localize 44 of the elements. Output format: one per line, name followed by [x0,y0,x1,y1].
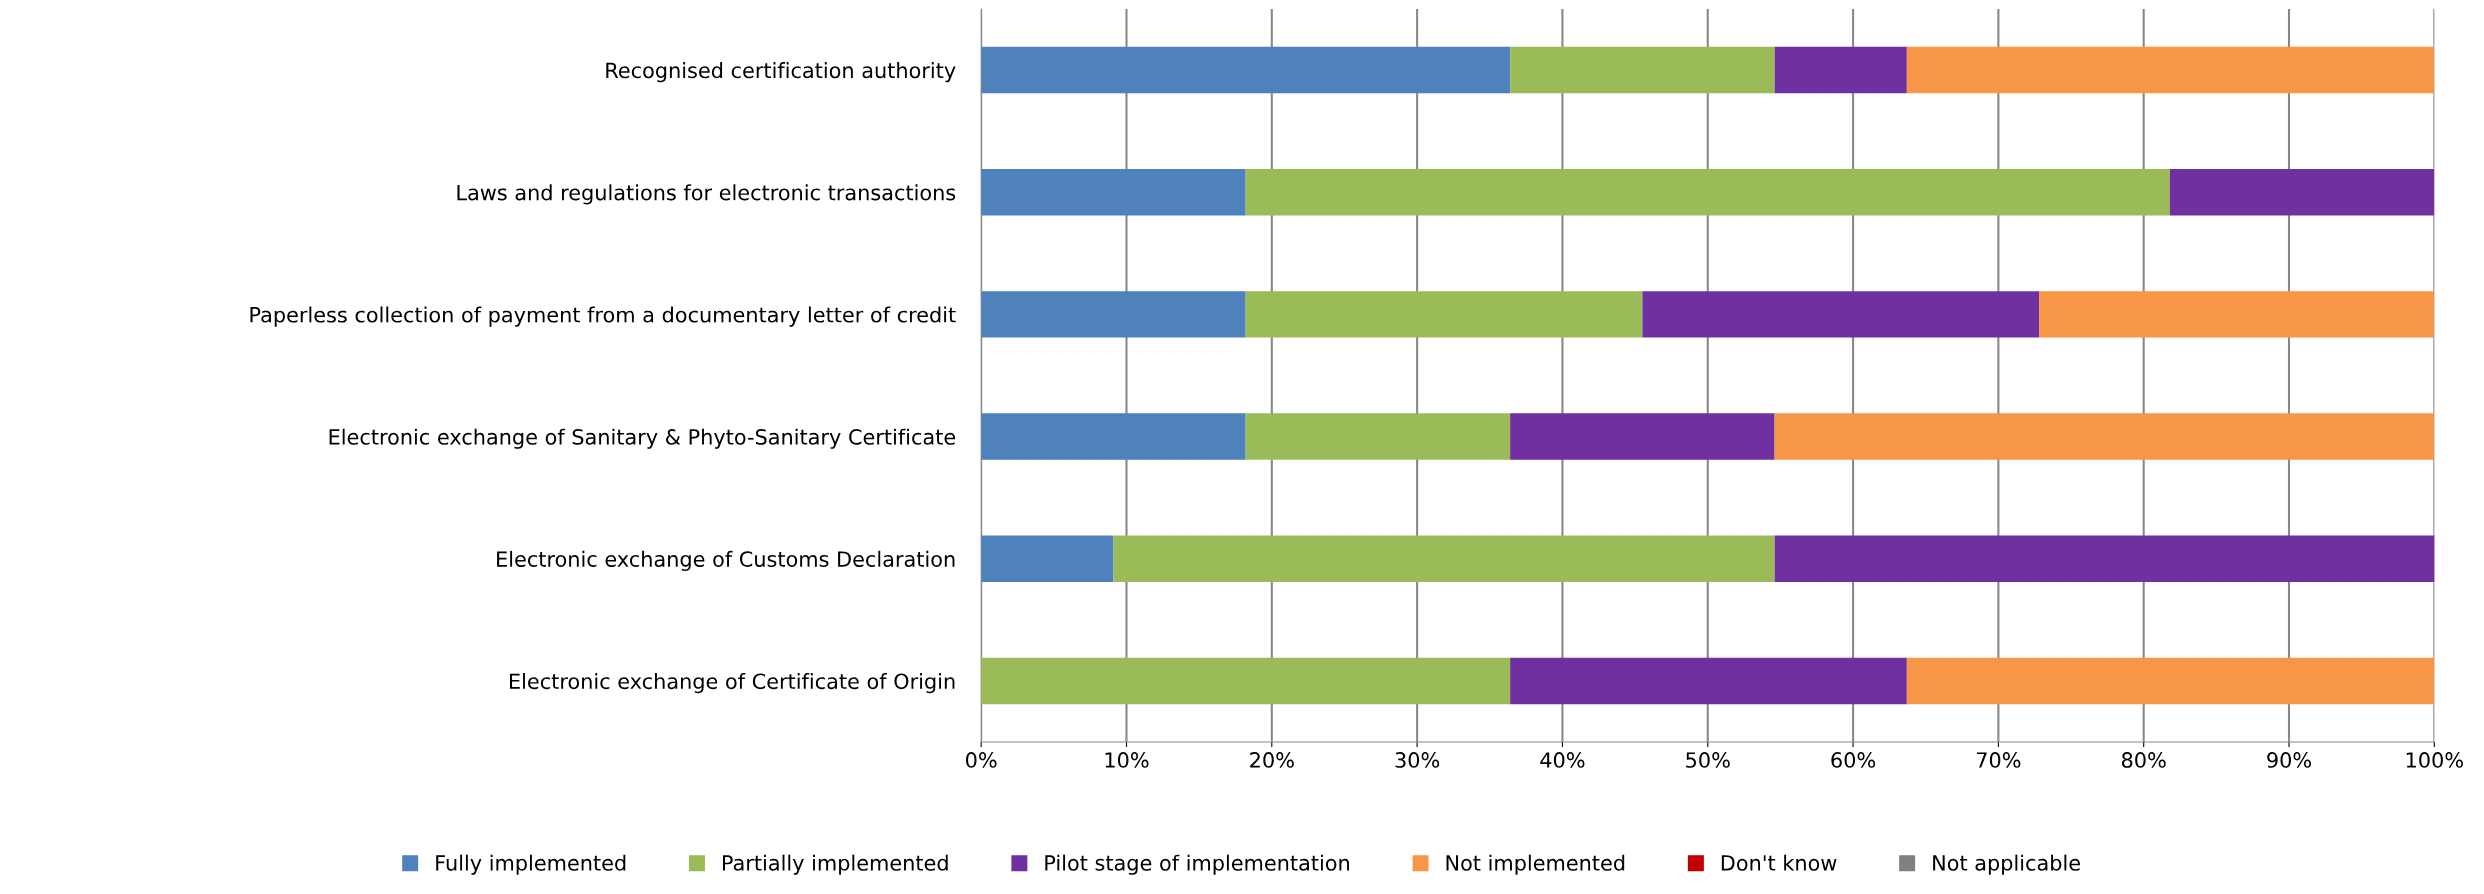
bar [2169,169,2435,216]
x-tick-label: 10% [1105,752,1149,768]
x-tick-label: 50% [1686,752,1730,768]
x-tick-label: 80% [2121,752,2166,768]
x-tick-label: 0% [966,752,997,768]
x-tick-label: 20% [1250,752,1294,768]
y-tick-label: Laws and regulations for electronic transactions [457,184,956,205]
legend-label: Fully implemented [436,854,626,875]
bar [981,169,1246,216]
bar [1510,46,1775,94]
legend-label: Don't know [1721,854,1837,871]
bar [2039,291,2435,338]
bar [981,291,1246,338]
legend-label: Partially implemented [722,854,948,875]
legend-label: Not applicable [1933,854,2080,875]
bar [1245,169,2170,216]
y-tick-label: Electronic exchange of Sanitary & Phyto-Sanitary Certificate [329,428,956,449]
y-tick-label: Recognised certification authority [606,62,956,83]
bar [981,46,1511,94]
bar [981,657,1511,705]
bar [981,413,1246,460]
bar [1113,535,1775,582]
bar [1906,46,2435,94]
y-tick-label: Electronic exchange of Certificate of Origin [510,673,955,694]
y-tick-label: Electronic exchange of Customs Declaration [497,550,955,571]
bar [1245,413,1511,460]
x-tick-label: 70% [1976,752,2021,768]
y-tick-label: Paperless collection of payment from a documentary letter of credit [250,306,956,327]
x-tick-label: 30% [1395,752,1440,768]
x-tick-label: 40% [1540,752,1585,768]
bar [1642,291,2040,338]
bar [1245,291,1643,338]
x-tick-label: 60% [1831,752,1876,768]
bar [1774,535,2435,582]
legend-label: Pilot stage of implementation [1045,854,1349,875]
bar [981,535,1114,582]
bar [1510,657,1907,705]
x-tick-label: 100% [2406,752,2463,768]
bar [1510,413,1775,460]
legend-label: Not implemented [1446,854,1625,875]
bar [1774,46,1907,94]
bar [1906,657,2435,705]
x-tick-label: 90% [2267,752,2312,768]
bar [1774,413,2435,460]
